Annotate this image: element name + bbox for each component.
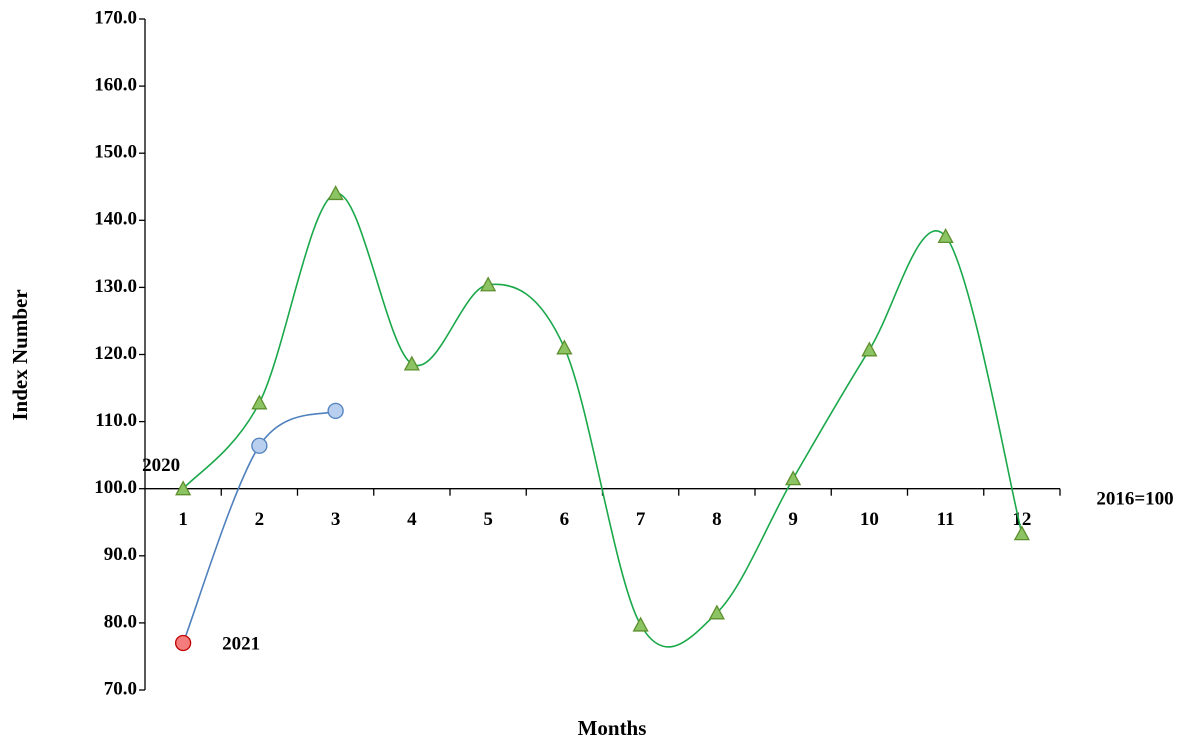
marker bbox=[251, 437, 268, 454]
marker bbox=[861, 341, 878, 357]
series-line bbox=[182, 192, 1023, 648]
series-label: 2021 bbox=[222, 633, 260, 654]
marker bbox=[556, 339, 573, 355]
y-tick-label: 100.0 bbox=[94, 477, 137, 498]
x-tick-label: 10 bbox=[860, 509, 879, 530]
y-tick-label: 120.0 bbox=[94, 343, 137, 364]
marker bbox=[708, 604, 725, 620]
x-tick-label: 7 bbox=[636, 509, 646, 530]
x-tick-label: 4 bbox=[407, 509, 417, 530]
marker bbox=[937, 228, 954, 244]
y-tick-label: 150.0 bbox=[94, 142, 137, 163]
x-tick-label: 1 bbox=[178, 509, 188, 530]
x-tick-label: 8 bbox=[712, 509, 722, 530]
marker bbox=[785, 470, 802, 486]
x-tick-label: 11 bbox=[937, 509, 955, 530]
y-tick-label: 140.0 bbox=[94, 209, 137, 230]
y-tick-label: 90.0 bbox=[104, 544, 137, 565]
series-label: 2020 bbox=[142, 455, 180, 476]
series-line bbox=[182, 410, 336, 644]
y-tick-label: 80.0 bbox=[104, 611, 137, 632]
marker bbox=[175, 480, 192, 496]
marker bbox=[480, 276, 497, 292]
x-tick-label: 2 bbox=[255, 509, 265, 530]
annotation: 2016=100 bbox=[1096, 488, 1173, 509]
marker bbox=[327, 185, 344, 201]
y-axis-title: Index Number bbox=[8, 289, 32, 420]
x-tick-label: 3 bbox=[331, 509, 341, 530]
y-tick-label: 70.0 bbox=[104, 678, 137, 699]
marker bbox=[327, 402, 344, 420]
marker bbox=[632, 616, 649, 632]
x-tick-label: 9 bbox=[788, 509, 798, 530]
y-tick-label: 110.0 bbox=[95, 410, 137, 431]
y-tick-label: 160.0 bbox=[94, 74, 137, 95]
marker bbox=[1013, 525, 1030, 541]
x-tick-label: 5 bbox=[483, 509, 493, 530]
y-tick-label: 170.0 bbox=[94, 7, 137, 28]
x-tick-label: 6 bbox=[560, 509, 570, 530]
marker bbox=[251, 394, 268, 410]
x-axis-title: Months bbox=[578, 716, 647, 740]
marker bbox=[174, 634, 192, 652]
marker bbox=[403, 355, 420, 371]
y-tick-label: 130.0 bbox=[94, 276, 137, 297]
